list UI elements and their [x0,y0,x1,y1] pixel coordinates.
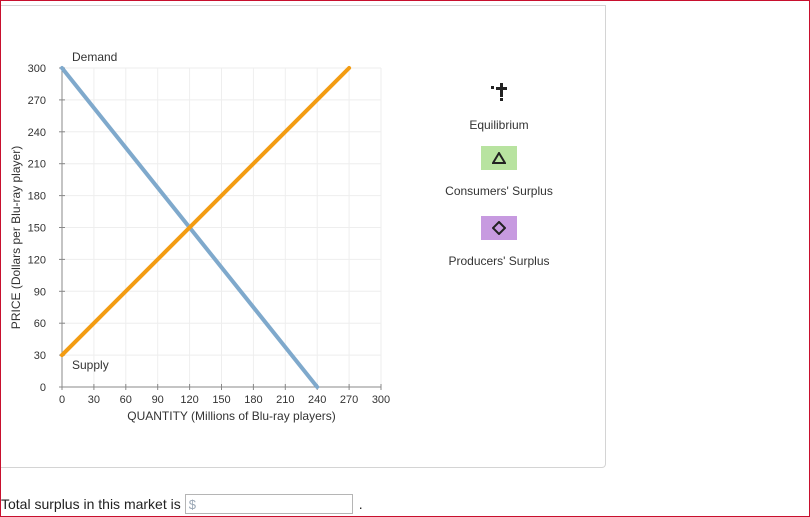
y-tick-label: 120 [28,254,46,266]
legend-equilibrium-label: Equilibrium [469,118,529,132]
y-tick-label: 150 [28,223,46,235]
x-axis-title: QUANTITY (Millions of Blu-ray players) [127,409,336,423]
y-tick-label: 240 [28,127,46,139]
legend-consumers-surplus[interactable]: Consumers' Surplus [419,146,579,198]
x-tick-label: 210 [276,394,294,406]
y-tick-label: 90 [34,286,46,298]
question-suffix: . [358,496,363,512]
equilibrium-cross-icon[interactable] [481,80,517,104]
diamond-icon[interactable] [481,216,517,240]
y-tick-label: 60 [34,318,46,330]
y-tick-label: 180 [28,191,46,203]
x-tick-label: 60 [120,394,132,406]
x-tick-label: 90 [152,394,164,406]
y-tick-label: 270 [28,95,46,107]
answer-row: Total surplus in this market is . [1,493,363,515]
question-prefix: Total surplus in this market is [1,496,181,512]
total-surplus-input[interactable] [184,494,353,514]
x-tick-label: 120 [180,394,198,406]
y-tick-label: 30 [34,350,46,362]
y-tick-label: 0 [40,382,46,394]
x-tick-label: 150 [212,394,230,406]
x-tick-label: 270 [340,394,358,406]
supply-curve [60,66,352,358]
y-tick-label: 300 [28,63,46,75]
supply-label: Supply [72,358,109,372]
x-tick-label: 30 [88,394,100,406]
x-tick-label: 300 [372,394,390,406]
graph-panel: 0 30 60 90 120 150 180 210 240 270 300 0 30 60 90 120 15… [1,5,606,468]
supply-demand-chart: 0 30 60 90 120 150 180 210 240 270 300 0 30 60 90 120 15… [9,50,390,423]
legend-equilibrium[interactable]: Equilibrium [419,80,579,132]
y-axis-title: PRICE (Dollars per Blu-ray player) [9,146,23,329]
triangle-icon[interactable] [481,146,517,170]
legend-producers-surplus[interactable]: Producers' Surplus [419,216,579,268]
x-tick-label: 240 [308,394,326,406]
y-tick-label: 210 [28,159,46,171]
demand-label: Demand [72,50,117,64]
x-tick-label: 180 [244,394,262,406]
legend-consumers-surplus-label: Consumers' Surplus [445,184,553,198]
x-tick-label: 0 [59,394,65,406]
legend-producers-surplus-label: Producers' Surplus [448,254,550,268]
